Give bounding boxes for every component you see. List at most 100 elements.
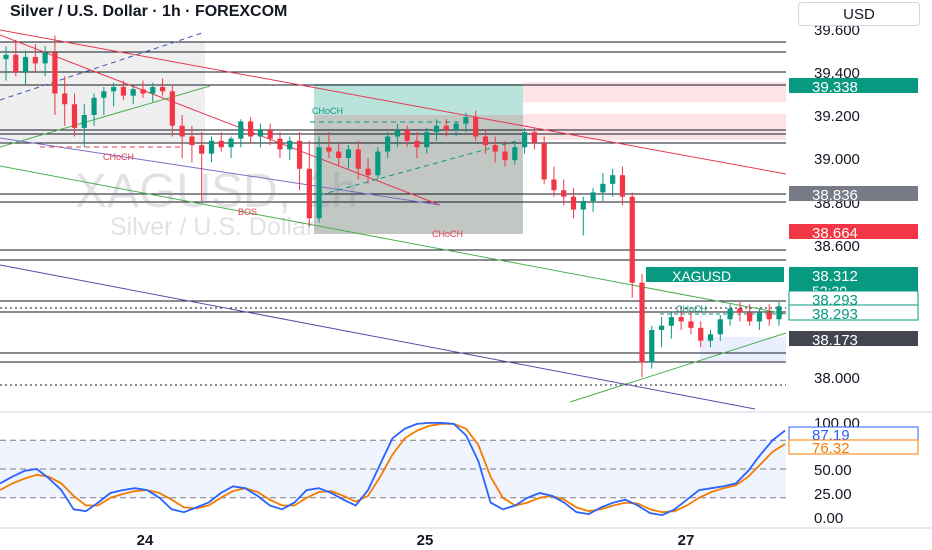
annotation-choch: CHoCH: [103, 152, 134, 162]
candle-body: [101, 91, 107, 98]
symbol-tag-bg: [646, 267, 784, 282]
candle-body: [316, 147, 322, 219]
candle-body: [639, 282, 645, 363]
candle-body: [531, 132, 537, 143]
trendline-red-steep: [0, 34, 441, 206]
candle-body: [590, 192, 596, 201]
candle-body: [120, 87, 127, 96]
stoch-tag-bg: [788, 439, 919, 455]
trendline-purple-thin: [0, 137, 441, 206]
price-tag-label: 38.293: [812, 306, 858, 323]
candle-body: [512, 147, 518, 161]
candle-body: [600, 183, 606, 193]
candle-body: [326, 147, 332, 152]
candle-body: [502, 151, 508, 161]
watermark-symbol: XAGUSD, 1h: [75, 165, 358, 218]
candle-body: [747, 312, 753, 322]
price-axis-tick: 39.200: [814, 108, 860, 125]
candle-body: [81, 115, 87, 128]
candle-body: [482, 136, 489, 146]
chart-title: Silver / U.S. Dollar · 1h · FOREXCOM: [10, 3, 288, 20]
channel-dashed: [319, 139, 521, 196]
time-axis-tick: 24: [137, 532, 154, 549]
supply-zone-upper: [523, 82, 786, 102]
candle-body: [3, 54, 9, 60]
price-tag-label: 38.836: [812, 187, 858, 204]
currency-button[interactable]: USD: [798, 2, 920, 26]
trendline-purple: [0, 264, 756, 410]
candle-body: [189, 136, 195, 146]
candle-body: [776, 306, 782, 320]
candle-body: [296, 140, 303, 169]
price-axis-tick: 39.600: [814, 22, 860, 39]
candle-body: [199, 145, 205, 154]
candle-body: [414, 140, 420, 148]
candle-body: [678, 317, 684, 322]
candle-body: [737, 308, 743, 313]
supply-zone-lower: [523, 114, 786, 140]
trendline-green-support: [569, 332, 787, 403]
candles-group: [3, 35, 782, 378]
candle-body: [345, 149, 352, 158]
price-axis-tick: 38.000: [814, 370, 860, 387]
candle-body: [52, 52, 58, 94]
annotation-bos: BOS: [238, 207, 257, 217]
candle-body: [619, 175, 626, 197]
candle-body: [248, 121, 254, 137]
candle-body: [492, 145, 498, 152]
candle-body: [521, 132, 528, 148]
candle-body: [570, 196, 577, 210]
price-tag-label: 39.338: [812, 79, 858, 96]
candle-body: [385, 136, 391, 152]
candle-body: [13, 54, 19, 72]
stoch-tag-bg: [788, 426, 919, 442]
stoch-axis-tick: 25.00: [814, 486, 852, 503]
candle-body: [42, 52, 48, 64]
candle-body: [649, 330, 655, 363]
candle-body: [306, 168, 312, 219]
candle-body: [267, 130, 273, 139]
candle-body: [91, 97, 97, 115]
stoch-axis-tick: 50.00: [814, 462, 852, 479]
candle-body: [71, 104, 78, 128]
price-tag-label: 38.173: [812, 332, 858, 349]
stoch-k-line: [0, 422, 786, 517]
price-tag-bg: [789, 186, 918, 201]
candle-body: [658, 325, 665, 330]
price-axis-tick: 38.600: [814, 238, 860, 255]
candle-body: [336, 151, 342, 158]
candle-body: [551, 179, 557, 191]
candle-body: [32, 56, 38, 64]
candle-body: [473, 117, 479, 137]
price-tag-label: 38.664: [812, 225, 858, 242]
annotation-choch: CHoCH: [312, 106, 343, 116]
candle-body: [698, 327, 704, 341]
candle-body: [707, 334, 714, 341]
candle-body: [355, 149, 361, 169]
stoch-d-line: [0, 423, 786, 514]
watermark-name: Silver / U.S. Dollar: [110, 213, 314, 241]
candle-body: [365, 168, 371, 176]
candle-body: [179, 125, 185, 137]
candle-body: [140, 89, 146, 94]
candle-body: [610, 175, 616, 184]
candle-body: [228, 138, 234, 148]
candle-body: [463, 117, 469, 124]
price-axis-tick: 39.400: [814, 65, 860, 82]
candle-body: [561, 190, 567, 197]
candle-body: [277, 138, 283, 150]
candle-body: [62, 93, 68, 105]
candle-body: [404, 130, 410, 141]
price-tag-label: 38.312: [812, 268, 858, 285]
candle-body: [375, 151, 381, 176]
bearish-box: [314, 115, 523, 234]
candle-body: [257, 130, 264, 137]
candle-body: [130, 89, 136, 96]
candle-body: [756, 312, 763, 322]
candle-body: [218, 140, 224, 148]
candle-body: [453, 123, 459, 131]
candle-body: [766, 312, 772, 320]
candle-body: [727, 308, 733, 320]
